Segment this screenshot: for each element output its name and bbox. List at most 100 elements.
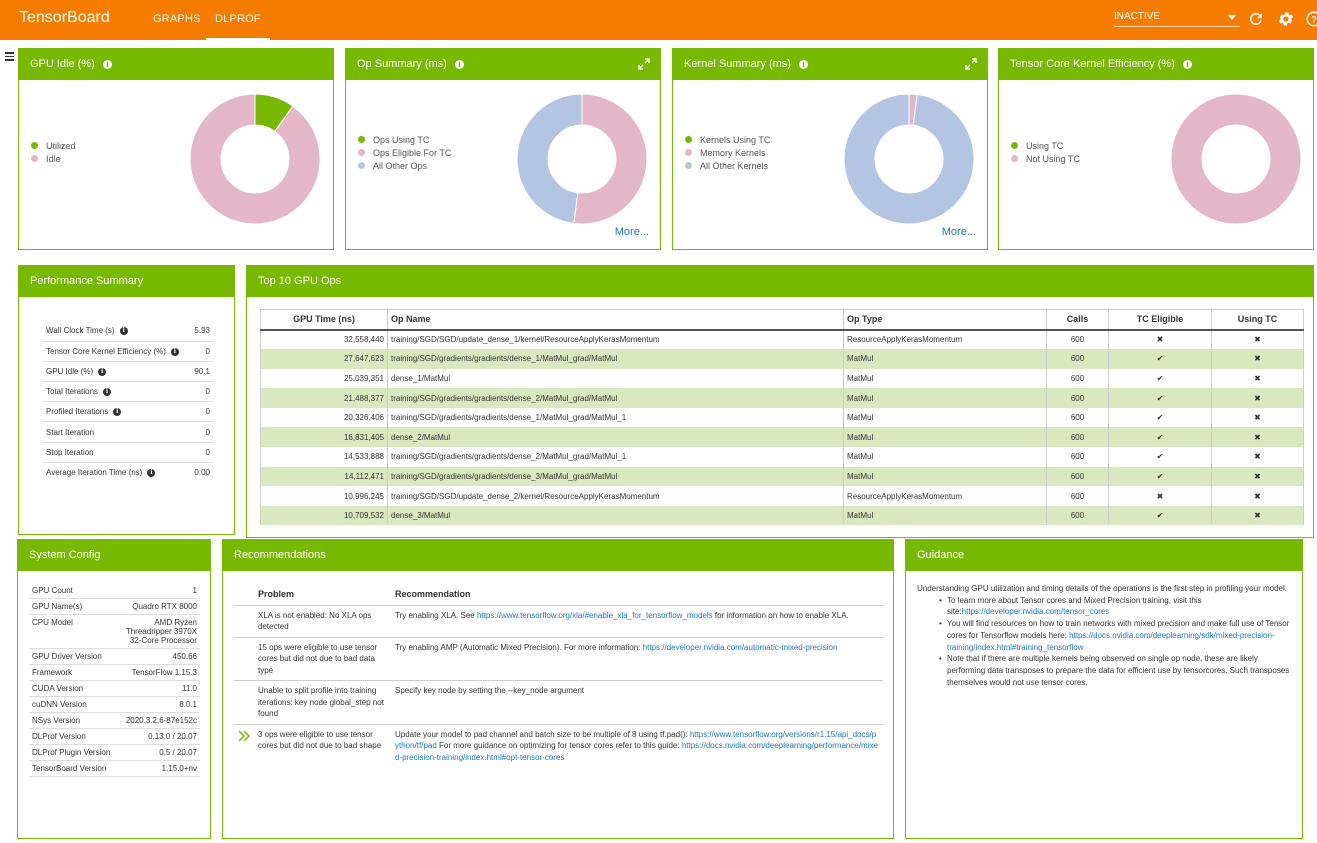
info-icon[interactable]: i [170, 347, 179, 356]
table-row: 3 ops were eligible to use tensor cores … [234, 724, 883, 767]
info-icon[interactable]: i [147, 469, 156, 478]
using-tc-cell: ✖ [1211, 486, 1304, 506]
legend-item[interactable]: All Other Ops [358, 160, 451, 173]
legend-swatch [358, 149, 365, 157]
row-value: 0 [190, 401, 213, 423]
row-value: 1 [120, 583, 200, 599]
legend-label: Not Using TC [1026, 154, 1080, 164]
gpu-time-cell: 16,831,405 [260, 427, 388, 448]
guidance-link[interactable]: https://docs.nvidia.com/deeplearning/sdk… [947, 630, 1275, 652]
table-row: cuDNN Version 8.0.1 [29, 696, 200, 713]
info-icon[interactable]: i [454, 59, 464, 69]
tc-eligible-cell: ✔ [1108, 368, 1212, 389]
info-icon[interactable]: i [798, 59, 808, 69]
row-label: Profiled Iterations i [43, 401, 191, 423]
recommendation-link[interactable]: https://www.tensorflow.org/xla/#enable_x… [476, 610, 713, 620]
row-value: 0.5 / 20.07 [120, 744, 200, 761]
expand-icon[interactable] [965, 58, 977, 70]
legend-label: Memory Kernels [700, 148, 766, 158]
op-type-cell: MatMul [843, 349, 1047, 369]
legend-item[interactable]: Kernels Using TC [685, 134, 770, 147]
legend-item[interactable]: Ops Using TC [358, 134, 451, 147]
table-row: Unable to split profile into training it… [234, 680, 883, 725]
legend-label: Kernels Using TC [700, 135, 771, 145]
table-header-row: GPU Time (ns) Op Name Op Type Calls TC E… [260, 309, 1304, 331]
donut-slice[interactable] [843, 93, 975, 225]
tab-dlprof[interactable]: DLPROF [206, 13, 270, 40]
help-icon[interactable]: ? [1305, 10, 1317, 28]
refresh-icon[interactable] [1247, 10, 1265, 28]
op-type-cell: MatMul [843, 368, 1047, 389]
table-row[interactable]: 14,533,888 training/SGD/gradients/gradien… [260, 447, 1304, 467]
recommendation-link[interactable]: https://docs.nvidia.com/deeplearning/per… [395, 741, 878, 762]
calls-cell: 600 [1046, 466, 1109, 487]
list-item: You will find resources on how to train … [939, 618, 1290, 653]
table-row[interactable]: 21,488,377 training/SGD/gradients/gradien… [260, 388, 1304, 408]
table-row[interactable]: 10,709,532 dense_3/MatMul MatMul 600 ✔ ✖ [260, 505, 1304, 526]
info-icon[interactable]: i [119, 327, 128, 336]
donut-slice[interactable] [189, 93, 321, 225]
app-title: TensorBoard [19, 9, 110, 26]
table-row[interactable]: 16,831,405 dense_2/MatMul MatMul 600 ✔ ✖ [260, 427, 1304, 448]
column-header[interactable]: GPU Time (ns) [260, 309, 388, 331]
recommendation-link[interactable]: https://www.tensorflow.org/versions/r1.1… [395, 729, 877, 751]
card-title: GPU Idle (%) [30, 58, 95, 70]
legend-item[interactable]: Idle [31, 153, 76, 166]
tc-eligible-cell: ✔ [1108, 466, 1212, 487]
info-icon[interactable]: i [103, 388, 112, 397]
donut-slice[interactable] [573, 93, 648, 225]
op-name-cell: dense_1/MatMul [387, 368, 844, 389]
row-value: 0 [190, 381, 213, 403]
table-row[interactable]: 25,039,351 dense_1/MatMul MatMul 600 ✔ ✖ [260, 368, 1304, 389]
table-row: TensorBoard Version 1.15.0+nv [29, 760, 200, 777]
table-row[interactable]: 32,558,440 training/SGD/SGD/update_dense_… [260, 329, 1304, 350]
problem-cell: XLA is not enabled: No XLA ops detected [254, 605, 391, 638]
gear-icon[interactable] [1277, 10, 1295, 28]
table-row[interactable]: 14,112,471 training/SGD/gradients/gradien… [260, 466, 1304, 487]
run-selector[interactable]: INACTIVE [1114, 11, 1240, 27]
recommendation-link[interactable]: https://developer.nvidia.com/automatic-m… [642, 642, 838, 652]
legend-item[interactable]: Utilized [31, 140, 76, 153]
legend-swatch [685, 162, 692, 170]
expand-icon[interactable] [638, 58, 650, 70]
more-link[interactable]: More... [941, 226, 976, 238]
legend-item[interactable]: Not Using TC [1011, 153, 1080, 166]
calls-cell: 600 [1046, 329, 1109, 350]
table-row[interactable]: 27,647,623 training/SGD/gradients/gradien… [260, 349, 1304, 369]
calls-cell: 600 [1046, 447, 1109, 467]
legend-item[interactable]: Using TC [1011, 140, 1080, 153]
performance-summary-card: Performance Summary Wall Clock Time (s) i… [18, 265, 235, 535]
op-name-cell: training/SGD/SGD/update_dense_1/kernel/R… [387, 329, 844, 350]
using-tc-cell: ✖ [1211, 368, 1304, 389]
tab-graphs[interactable]: GRAPHS [153, 13, 201, 25]
tc-eligible-cell: ✔ [1108, 505, 1212, 526]
legend-item[interactable]: Memory Kernels [685, 147, 770, 160]
table-row[interactable]: 20,326,406 training/SGD/gradients/gradien… [260, 407, 1304, 428]
row-label: Framework [29, 664, 120, 681]
info-icon[interactable]: i [1182, 59, 1192, 69]
column-header[interactable]: TC Eligible [1108, 309, 1212, 331]
double-chevron-right-icon[interactable] [238, 729, 251, 742]
legend-item[interactable]: Ops Eligible For TC [358, 147, 451, 160]
donut-slice[interactable] [516, 93, 583, 225]
op-type-cell: MatMul [843, 447, 1047, 467]
row-label: TensorBoard Version [29, 760, 120, 777]
row-value: 90.1 [190, 361, 213, 383]
column-header[interactable]: Op Name [387, 309, 844, 331]
menu-icon[interactable] [5, 52, 14, 61]
chart-legend: Ops Using TC Ops Eligible For TC All Oth… [358, 134, 451, 173]
info-icon[interactable]: i [102, 59, 112, 69]
performance-table: Wall Clock Time (s) i 5.93 Tensor Core Ker… [43, 321, 213, 483]
donut-slice[interactable] [1170, 93, 1302, 225]
column-header[interactable]: Op Type [843, 309, 1047, 331]
info-icon[interactable]: i [113, 408, 122, 417]
row-value: 5.93 [190, 321, 213, 342]
legend-item[interactable]: All Other Kernels [685, 160, 770, 173]
column-header[interactable]: Calls [1046, 309, 1109, 331]
more-link[interactable]: More... [614, 226, 649, 238]
info-icon[interactable]: i [98, 367, 107, 376]
guidance-link[interactable]: https://developer.nvidia.com/tensor_core… [961, 607, 1110, 617]
table-row[interactable]: 10,996,245 training/SGD/SGD/update_dense_… [260, 486, 1304, 506]
op-type-cell: MatMul [843, 466, 1047, 487]
column-header[interactable]: Using TC [1211, 309, 1304, 331]
